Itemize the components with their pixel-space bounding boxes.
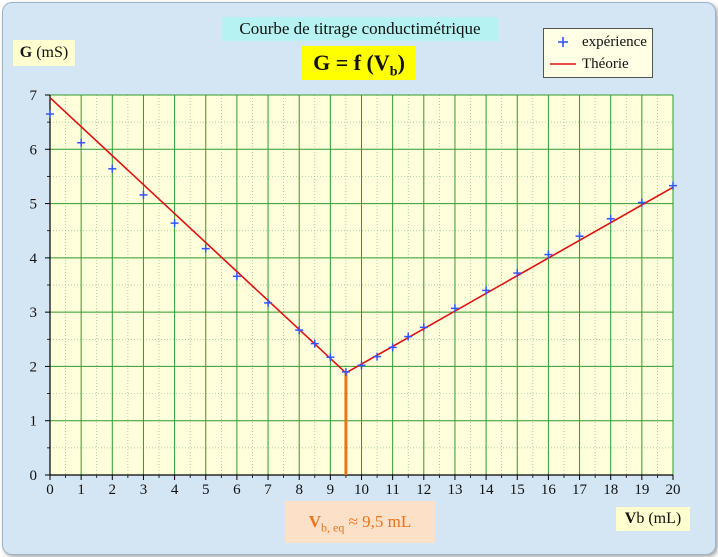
y-tick-label: 0 [30, 468, 38, 484]
data-point [450, 304, 459, 313]
x-tick-label: 16 [541, 482, 557, 498]
x-tick-label: 7 [264, 482, 272, 498]
data-point [46, 110, 54, 118]
data-point [326, 353, 335, 362]
y-tick-label: 1 [30, 414, 38, 430]
legend-label-experience: expérience [582, 34, 647, 50]
data-point [404, 332, 413, 341]
x-tick-label: 15 [510, 482, 525, 498]
equivalence-label-sub: b, eq [321, 520, 345, 535]
y-tick-label: 5 [30, 197, 38, 213]
y-tick-label: 4 [30, 251, 38, 267]
data-point [108, 164, 117, 173]
x-tick-label: 1 [77, 482, 85, 498]
x-tick-label: 19 [634, 482, 649, 498]
subtitle-subscript: b [389, 64, 398, 80]
x-tick-label: 20 [666, 482, 681, 498]
data-point [264, 298, 273, 307]
data-point [482, 286, 491, 295]
x-tick-label: 14 [479, 482, 495, 498]
data-point [232, 272, 241, 281]
x-tick-label: 13 [447, 482, 462, 498]
x-tick-label: 2 [109, 482, 117, 498]
data-point [419, 323, 428, 332]
data-point [637, 198, 646, 207]
x-tick-label: 11 [385, 482, 399, 498]
y-axis-label-unit: (mS) [32, 44, 69, 61]
x-tick-label: 10 [354, 482, 369, 498]
data-point [373, 352, 382, 361]
y-tick-label: 2 [30, 359, 38, 375]
data-point [139, 190, 148, 199]
data-point [201, 244, 210, 253]
data-point [544, 250, 553, 259]
data-point [575, 232, 584, 241]
data-point [357, 361, 366, 370]
x-tick-label: 17 [572, 482, 588, 498]
equivalence-label-value: ≈ 9,5 mL [344, 512, 412, 531]
x-axis-label-bold: V [624, 510, 637, 527]
equivalence-label-v: V [308, 512, 321, 531]
x-tick-label: 4 [171, 482, 179, 498]
x-tick-label: 3 [140, 482, 148, 498]
data-point [606, 214, 615, 223]
y-tick-label: 7 [30, 88, 38, 104]
x-tick-label: 12 [416, 482, 431, 498]
x-axis-label: Vb (mL) [616, 507, 690, 531]
plus-marker-icon [558, 37, 568, 47]
x-tick-label: 6 [233, 482, 241, 498]
chart-subtitle: G = f (Vb) [302, 46, 416, 80]
line-marker-icon [550, 63, 576, 65]
subtitle-prefix: G = f (V [313, 50, 390, 75]
data-point [170, 219, 179, 228]
data-point [295, 326, 304, 335]
data-point [341, 367, 350, 376]
legend-item-theorie: Théorie [544, 53, 652, 75]
data-point [669, 181, 677, 190]
x-tick-label: 5 [202, 482, 210, 498]
legend-label-theorie: Théorie [582, 56, 629, 72]
x-axis-label-unit: b (mL) [636, 510, 682, 527]
y-axis-label-bold: G [19, 44, 33, 61]
x-tick-label: 9 [327, 482, 335, 498]
legend: expérience Théorie [543, 28, 653, 78]
data-point [388, 343, 397, 352]
y-axis-label: G (mS) [13, 40, 75, 66]
legend-item-experience: expérience [544, 31, 652, 53]
y-tick-label: 6 [30, 142, 38, 158]
equivalence-label: Vb, eq ≈ 9,5 mL [285, 501, 435, 543]
data-point [77, 138, 86, 147]
chart-title: Courbe de titrage conductimétrique [222, 17, 498, 41]
x-tick-label: 0 [46, 482, 54, 498]
data-point [310, 339, 319, 348]
x-tick-label: 18 [603, 482, 618, 498]
y-tick-label: 3 [30, 305, 38, 321]
data-point [513, 269, 522, 278]
x-tick-label: 8 [295, 482, 303, 498]
subtitle-suffix: ) [397, 50, 405, 75]
